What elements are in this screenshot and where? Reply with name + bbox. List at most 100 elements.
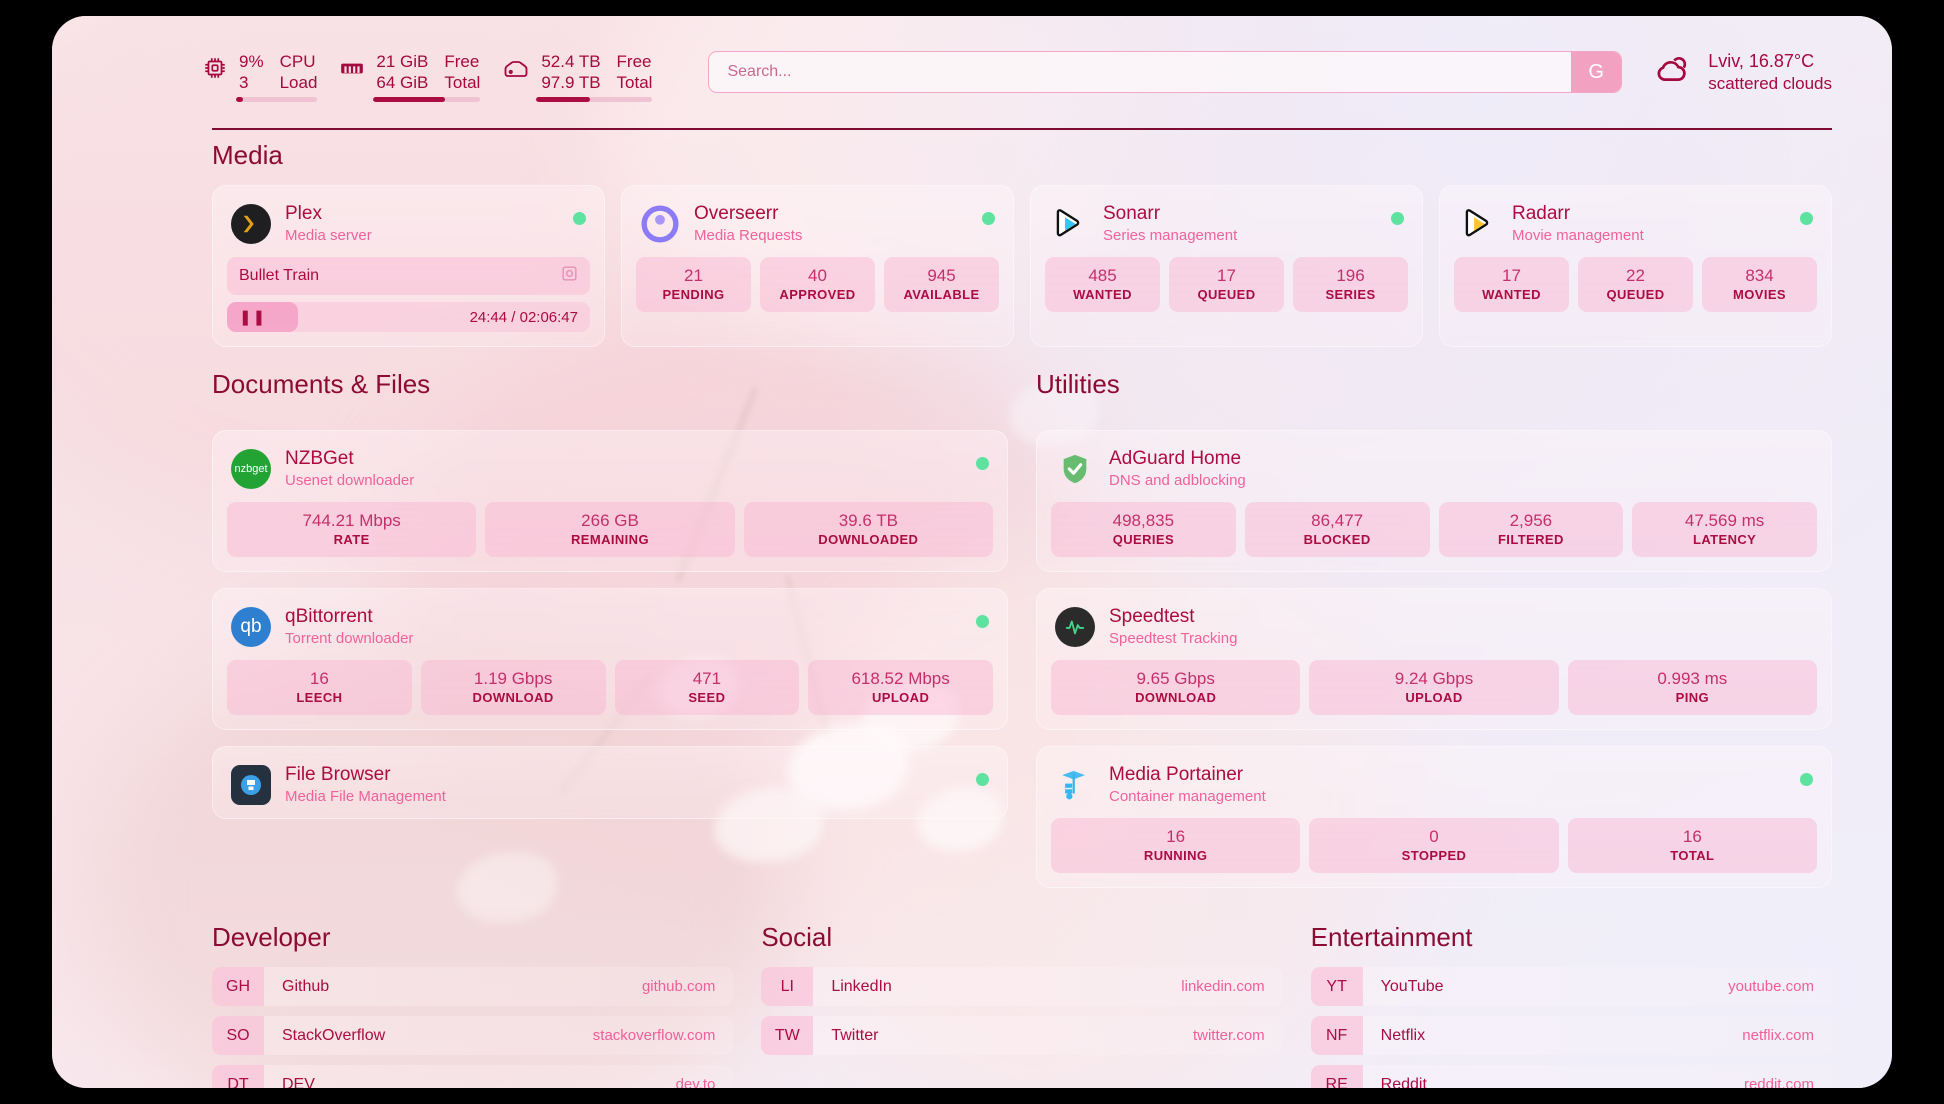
bookmark-name: Github (282, 977, 330, 995)
top-bar: 9% 3 CPU Load (52, 16, 1892, 128)
search-submit-button[interactable]: G (1571, 52, 1622, 92)
dashboard-page: 9% 3 CPU Load (52, 16, 1892, 1088)
speedtest-icon (1055, 607, 1095, 647)
service-card-nzbget[interactable]: nzbget NZBGet Usenet downloader 744.21 M… (212, 430, 1008, 572)
stat-value: 9.24 Gbps (1394, 669, 1474, 688)
stat-label: AVAILABLE (903, 287, 980, 302)
cloud-icon (1652, 54, 1692, 91)
card-header: Speedtest Speedtest Tracking (1051, 602, 1817, 660)
stat-value: 9.65 Gbps (1136, 669, 1215, 688)
card-title: Radarr (1512, 203, 1571, 224)
service-card-sonarr[interactable]: Sonarr Series management 485 WANTED 17 Q… (1030, 185, 1423, 347)
stat-box: 618.52 Mbps UPLOAD (808, 660, 993, 715)
stat-box: 0.993 ms PING (1567, 660, 1817, 715)
stat-box: 9.24 Gbps UPLOAD (1309, 660, 1559, 715)
service-card-adguard-home[interactable]: AdGuard Home DNS and adblocking 498,835 … (1036, 430, 1832, 572)
card-header: File Browser Media File Management (227, 760, 993, 812)
bookmark-group-title: Developer (212, 922, 331, 952)
stat-label: WANTED (1073, 287, 1132, 302)
ram-label-1: Free (444, 51, 480, 71)
service-card-qbittorrent[interactable]: qb qBittorrent Torrent downloader 16 LEE… (212, 588, 1008, 730)
stat-value: 86,477 (1311, 511, 1364, 530)
bookmark-tag: NF (1310, 1016, 1363, 1055)
stat-value: 266 GB (581, 511, 639, 530)
playback-progress-bar[interactable]: ❚❚ 24:44 / 02:06:47 (227, 302, 590, 332)
stat-box: 196 SERIES (1293, 257, 1408, 312)
stat-label: APPROVED (779, 287, 856, 302)
section-title-documents: Documents & Files (212, 369, 431, 399)
bookmark-group-social: Social LI LinkedIn linkedin.com TW Twitt… (761, 922, 1283, 1088)
qbittorrent-icon: qb (231, 607, 271, 647)
stat-label: REMAINING (570, 532, 649, 547)
stat-label: SEED (688, 690, 726, 705)
stat-box: 16 RUNNING (1051, 818, 1301, 873)
disk-stat: 52.4 TB 97.9 TB Free Total (502, 51, 653, 102)
bookmark-group-entertainment: Entertainment YT YouTube youtube.com NF … (1310, 922, 1832, 1088)
stat-label: UPLOAD (1405, 690, 1463, 705)
card-header: Plex Media server (227, 199, 590, 257)
cast-icon[interactable] (561, 265, 578, 287)
bookmark-item[interactable]: NF Netflix netflix.com (1310, 1016, 1832, 1055)
bookmark-tag: SO (212, 1016, 264, 1055)
cpu-value-1: 9% (239, 51, 264, 71)
stat-box: 86,477 BLOCKED (1244, 502, 1430, 557)
stat-box: 22 QUEUED (1578, 257, 1693, 312)
bookmark-url: github.com (641, 978, 716, 995)
bookmark-item[interactable]: SO StackOverflow stackoverflow.com (212, 1016, 734, 1055)
card-title: Speedtest (1109, 606, 1195, 627)
stat-label: PING (1675, 690, 1710, 705)
disk-value-1: 52.4 TB (541, 51, 601, 71)
stat-label: FILTERED (1497, 532, 1564, 547)
pause-icon[interactable]: ❚❚ (239, 309, 267, 326)
card-subtitle: Media Requests (694, 227, 803, 244)
bookmark-item[interactable]: YT YouTube youtube.com (1310, 967, 1832, 1006)
bookmark-item[interactable]: GH Github github.com (212, 967, 734, 1006)
now-playing-row: Bullet Train (227, 257, 590, 295)
bookmark-url: dev.to (675, 1076, 716, 1088)
card-subtitle: Series management (1103, 227, 1238, 244)
search-input[interactable] (709, 52, 1572, 92)
stat-box: 9.65 Gbps DOWNLOAD (1051, 660, 1301, 715)
file-browser-icon (231, 765, 271, 805)
card-title: Sonarr (1103, 203, 1161, 224)
stat-box: 17 QUEUED (1169, 257, 1284, 312)
utilities-column: Utilities AdGuard Home DNS and adblockin… (1036, 369, 1832, 888)
nzbget-icon: nzbget (231, 449, 271, 489)
disk-label-1: Free (616, 51, 652, 71)
service-card-file-browser[interactable]: File Browser Media File Management (212, 746, 1008, 819)
stat-box: 266 GB REMAINING (485, 502, 735, 557)
stat-value: 498,835 (1112, 511, 1175, 530)
ram-value-2: 64 GiB (376, 72, 429, 92)
service-card-overseerr[interactable]: Overseerr Media Requests 21 PENDING 40 A… (621, 185, 1014, 347)
card-stats: 9.65 Gbps DOWNLOAD 9.24 Gbps UPLOAD 0.99… (1051, 660, 1817, 715)
stat-label: MOVIES (1733, 287, 1786, 302)
card-subtitle: Media File Management (285, 788, 446, 805)
bookmark-item[interactable]: DT DEV dev.to (212, 1065, 734, 1088)
card-title: NZBGet (285, 448, 354, 469)
bookmark-tag: LI (761, 967, 814, 1006)
ram-progress-bar (373, 96, 481, 102)
status-indicator (1800, 773, 1813, 786)
service-card-plex[interactable]: Plex Media server Bullet Train ❚❚ (212, 185, 605, 347)
cpu-icon (202, 55, 228, 81)
overseerr-icon (640, 204, 680, 244)
stat-value: 196 (1336, 266, 1365, 285)
cpu-value-2: 3 (239, 72, 249, 92)
service-card-radarr[interactable]: Radarr Movie management 17 WANTED 22 QUE… (1439, 185, 1832, 347)
playback-time: 24:44 / 02:06:47 (469, 308, 578, 326)
search-bar[interactable]: G (708, 51, 1623, 93)
service-card-speedtest[interactable]: Speedtest Speedtest Tracking 9.65 Gbps D… (1036, 588, 1832, 730)
card-title: qBittorrent (285, 606, 373, 627)
status-indicator (976, 773, 989, 786)
bookmark-item[interactable]: RE Reddit reddit.com (1310, 1065, 1832, 1088)
stat-label: RATE (333, 532, 370, 547)
bookmark-url: stackoverflow.com (592, 1027, 716, 1044)
card-header: Radarr Movie management (1454, 199, 1817, 257)
stat-value: 22 (1626, 266, 1645, 285)
stat-box: 0 STOPPED (1309, 818, 1559, 873)
bookmark-item[interactable]: TW Twitter twitter.com (761, 1016, 1283, 1055)
service-card-media-portainer[interactable]: Media Portainer Container management 16 … (1036, 746, 1832, 888)
bookmark-item[interactable]: LI LinkedIn linkedin.com (761, 967, 1283, 1006)
stat-label: QUERIES (1112, 532, 1175, 547)
documents-column: Documents & Files nzbget NZBGet Usenet d… (212, 369, 1008, 888)
